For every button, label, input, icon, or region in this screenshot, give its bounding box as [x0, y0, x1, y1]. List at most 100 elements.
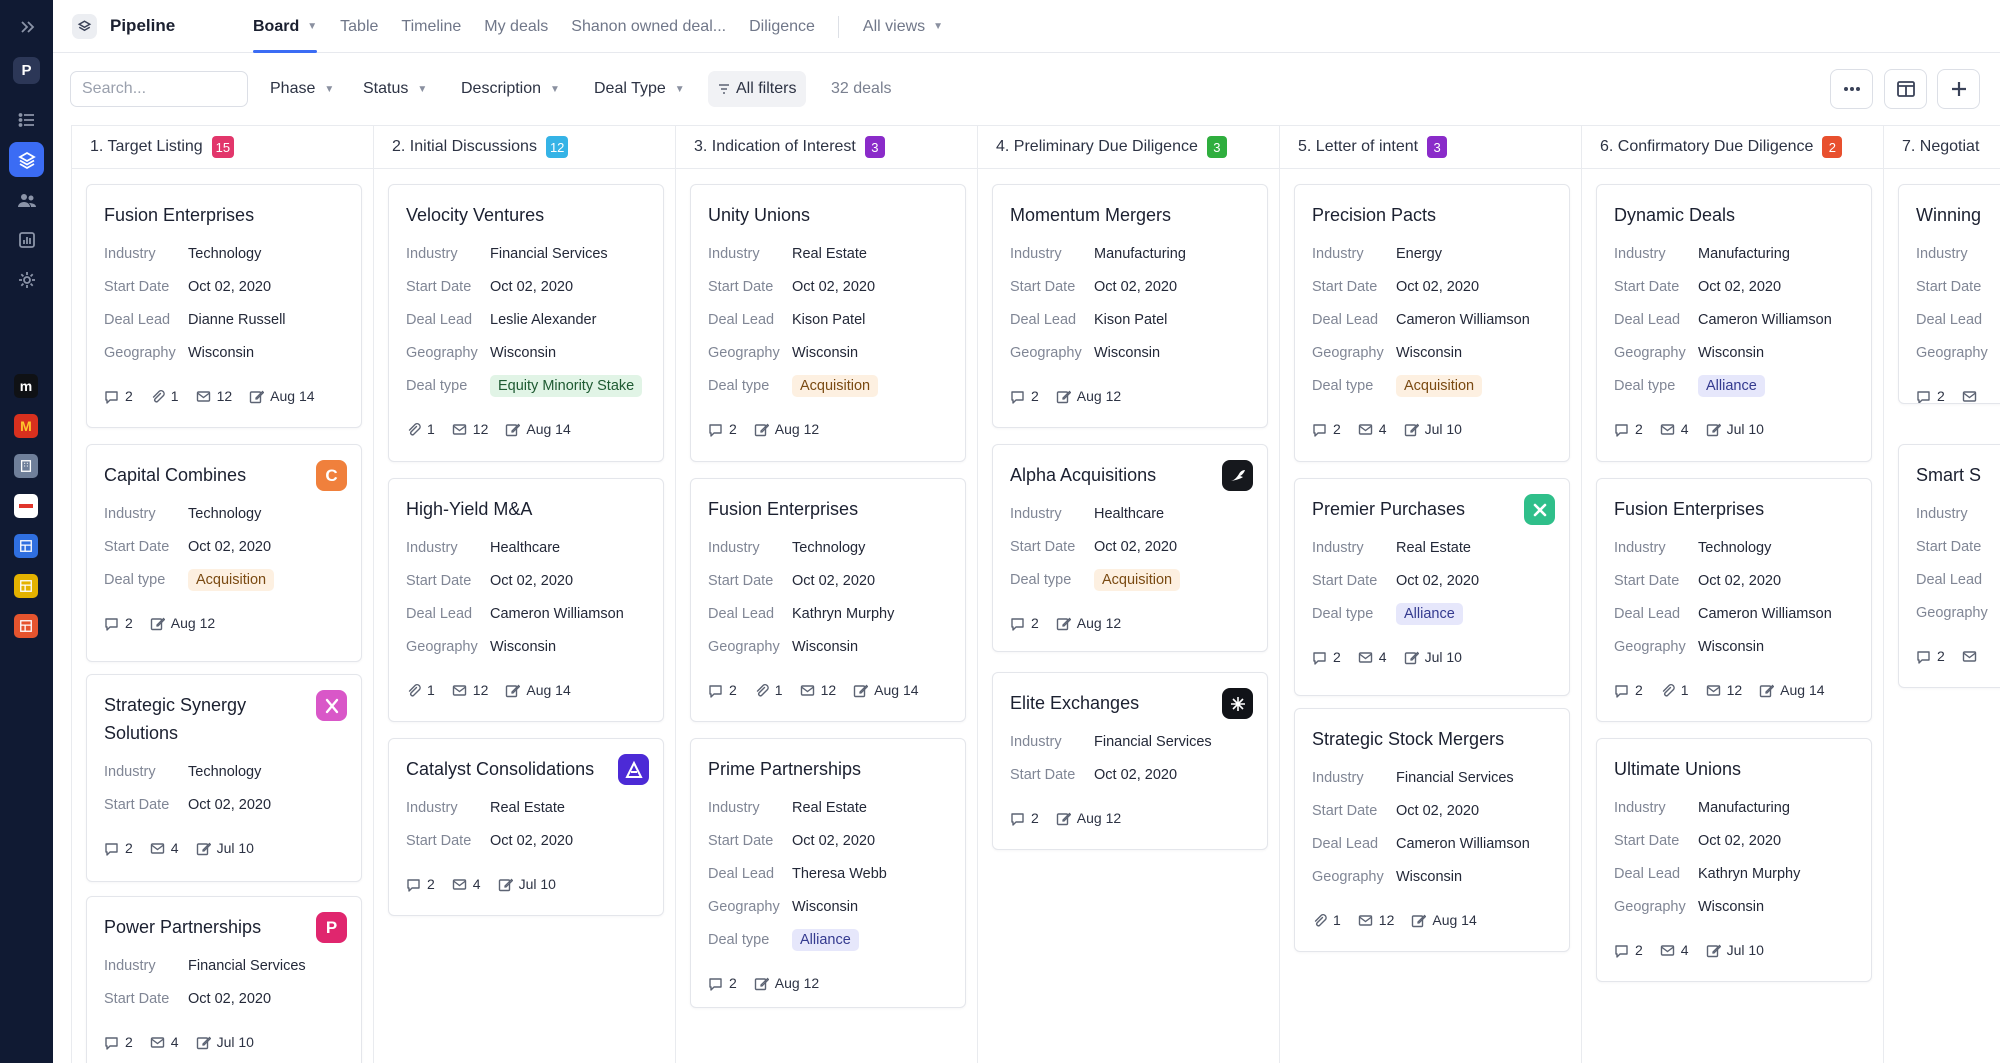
column-header[interactable]: 4. Preliminary Due Diligence 3: [978, 125, 1279, 169]
meta-mail[interactable]: 12: [452, 682, 488, 698]
meta-comment[interactable]: 2: [406, 876, 435, 892]
meta-edit[interactable]: Jul 10: [1404, 649, 1462, 665]
deal-card-velocity-ventures[interactable]: Velocity Ventures Industry Financial Servi…: [388, 184, 664, 462]
meta-edit[interactable]: Jul 10: [498, 876, 556, 892]
meta-comment[interactable]: 2: [1614, 421, 1643, 437]
column-header[interactable]: 3. Indication of Interest 3: [676, 125, 977, 169]
meta-edit[interactable]: Aug 14: [1411, 912, 1477, 928]
meta-comment[interactable]: 2: [1916, 648, 1945, 664]
column-header[interactable]: 7. Negotiat: [1884, 125, 2000, 169]
deal-card-premier-purchases[interactable]: Premier Purchases Industry Real Estate Star…: [1294, 478, 1570, 696]
deal-card-high-yield-m-a[interactable]: High-Yield M&A Industry Healthcare Start Da…: [388, 478, 664, 722]
gear-icon[interactable]: [9, 262, 44, 297]
column-header[interactable]: 5. Letter of intent 3: [1280, 125, 1581, 169]
tab-timeline[interactable]: Timeline: [401, 18, 462, 35]
app-redstripe-icon[interactable]: [14, 494, 38, 518]
workspace-avatar[interactable]: P: [13, 57, 40, 84]
layout-toggle-button[interactable]: [1884, 69, 1927, 109]
meta-comment[interactable]: 2: [1010, 388, 1039, 404]
meta-comment[interactable]: 2: [1312, 649, 1341, 665]
deal-card-alpha-acquisitions[interactable]: Alpha Acquisitions Industry Healthcare Star…: [992, 444, 1268, 652]
deal-card-strategic-stock-mergers[interactable]: Strategic Stock Mergers Industry Financial…: [1294, 708, 1570, 952]
meta-edit[interactable]: Jul 10: [1706, 942, 1764, 958]
chart-icon[interactable]: [9, 222, 44, 257]
app-m-icon[interactable]: m: [14, 374, 38, 398]
deal-card-unity-unions[interactable]: Unity Unions Industry Real Estate Start Dat…: [690, 184, 966, 462]
app-building-icon[interactable]: [14, 454, 38, 478]
meta-comment[interactable]: 2: [104, 388, 133, 404]
meta-attach[interactable]: 1: [150, 388, 179, 404]
meta-mail[interactable]: 12: [452, 421, 488, 437]
deal-card-ultimate-unions[interactable]: Ultimate Unions Industry Manufacturing Star…: [1596, 738, 1872, 982]
app-grid-orange-icon[interactable]: [14, 614, 38, 638]
deal-card-power-partnerships[interactable]: Power Partnerships P Industry Financial Ser…: [86, 896, 362, 1063]
meta-mail[interactable]: [1962, 649, 1983, 664]
deal-card-elite-exchanges[interactable]: Elite Exchanges Industry Financial Service…: [992, 672, 1268, 850]
tab-shanon-owned-deals[interactable]: Shanon owned deal...: [571, 18, 727, 35]
meta-mail[interactable]: 4: [1660, 421, 1689, 437]
meta-edit[interactable]: Aug 14: [853, 682, 919, 698]
app-grid-yellow-icon[interactable]: [14, 574, 38, 598]
app-mcdonalds-icon[interactable]: M: [14, 414, 38, 438]
column-header[interactable]: 2. Initial Discussions 12: [374, 125, 675, 169]
deal-card-smart-s[interactable]: Smart S Industry Start Date Deal Lead Geogra…: [1898, 444, 2000, 688]
meta-edit[interactable]: Aug 12: [1056, 615, 1121, 631]
tab-my-deals[interactable]: My deals: [484, 18, 549, 35]
deal-card-precision-pacts[interactable]: Precision Pacts Industry Energy Start Date O…: [1294, 184, 1570, 462]
all-views-dropdown[interactable]: All views ▼: [863, 0, 943, 53]
meta-edit[interactable]: Jul 10: [1404, 421, 1462, 437]
expand-sidebar-icon[interactable]: [9, 9, 44, 44]
meta-comment[interactable]: 2: [1010, 810, 1039, 826]
meta-mail[interactable]: [1962, 389, 1983, 404]
description-filter-button[interactable]: Description ▼: [451, 71, 570, 107]
deal-card-momentum-mergers[interactable]: Momentum Mergers Industry Manufacturing Sta…: [992, 184, 1268, 428]
meta-attach[interactable]: 1: [406, 421, 435, 437]
tab-diligence[interactable]: Diligence: [749, 18, 815, 35]
meta-edit[interactable]: Aug 12: [754, 975, 819, 991]
meta-mail[interactable]: 4: [1358, 421, 1387, 437]
layers-icon[interactable]: [9, 142, 44, 177]
meta-edit[interactable]: Jul 10: [1706, 421, 1764, 437]
meta-comment[interactable]: 2: [1312, 421, 1341, 437]
meta-edit[interactable]: Aug 12: [754, 421, 819, 437]
deal-card-winning[interactable]: Winning Industry Start Date Deal Lead Geogra…: [1898, 184, 2000, 404]
phase-filter-button[interactable]: Phase ▼: [260, 71, 344, 107]
meta-comment[interactable]: 2: [104, 615, 133, 631]
tab-table[interactable]: Table: [340, 18, 379, 35]
meta-comment[interactable]: 2: [104, 1034, 133, 1050]
users-icon[interactable]: [9, 182, 44, 217]
deal-card-capital-combines[interactable]: Capital Combines C Industry Technology Start…: [86, 444, 362, 662]
meta-comment[interactable]: 2: [708, 421, 737, 437]
deal-card-prime-partnerships[interactable]: Prime Partnerships Industry Real Estate Sta…: [690, 738, 966, 1008]
meta-edit[interactable]: Aug 14: [505, 421, 571, 437]
meta-comment[interactable]: 2: [708, 682, 737, 698]
meta-attach[interactable]: 1: [1312, 912, 1341, 928]
meta-mail[interactable]: 12: [1706, 682, 1742, 698]
all-filters-button[interactable]: All filters: [708, 71, 807, 107]
meta-edit[interactable]: Aug 14: [1759, 682, 1825, 698]
meta-edit[interactable]: Jul 10: [196, 840, 254, 856]
meta-comment[interactable]: 2: [104, 840, 133, 856]
meta-edit[interactable]: Aug 12: [1056, 810, 1121, 826]
deal-card-fusion-enterprises[interactable]: Fusion Enterprises Industry Technology Star…: [86, 184, 362, 428]
column-header[interactable]: 6. Confirmatory Due Diligence 2: [1582, 125, 1883, 169]
meta-comment[interactable]: 2: [1010, 615, 1039, 631]
meta-mail[interactable]: 12: [800, 682, 836, 698]
meta-edit[interactable]: Aug 12: [1056, 388, 1121, 404]
search-input[interactable]: [70, 71, 248, 107]
meta-comment[interactable]: 2: [1916, 388, 1945, 403]
tab-board[interactable]: Board ▼: [253, 0, 318, 53]
meta-attach[interactable]: 1: [1660, 682, 1689, 698]
deal-card-catalyst-consolidations[interactable]: Catalyst Consolidations Industry Real Esta…: [388, 738, 664, 916]
meta-mail[interactable]: 4: [452, 876, 481, 892]
meta-mail[interactable]: 4: [1660, 942, 1689, 958]
column-header[interactable]: 1. Target Listing 15: [72, 125, 373, 169]
status-filter-button[interactable]: Status ▼: [353, 71, 437, 107]
meta-comment[interactable]: 2: [708, 975, 737, 991]
meta-edit[interactable]: Aug 14: [505, 682, 571, 698]
more-options-button[interactable]: [1830, 69, 1873, 109]
meta-mail[interactable]: 12: [1358, 912, 1394, 928]
meta-edit[interactable]: Aug 12: [150, 615, 215, 631]
meta-edit[interactable]: Aug 14: [249, 388, 315, 404]
deal-card-strategic-synergy-solutions[interactable]: Strategic Synergy Solutions Industry Techn…: [86, 674, 362, 882]
